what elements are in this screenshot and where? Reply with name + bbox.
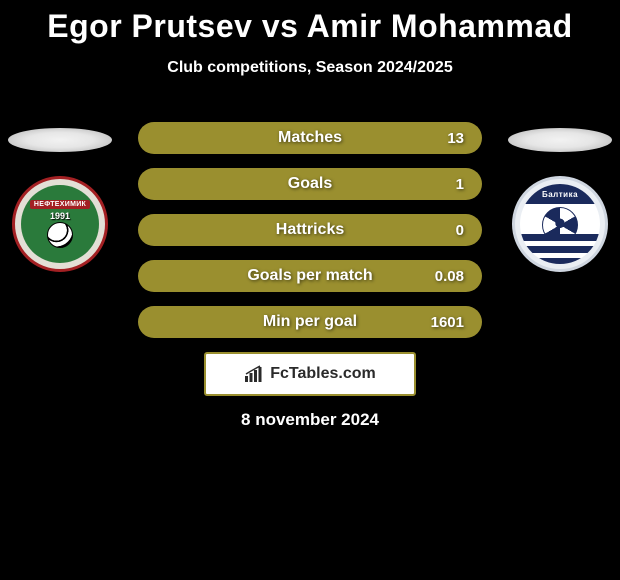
- brand-attribution[interactable]: FcTables.com: [204, 352, 416, 396]
- comparison-card: Egor Prutsev vs Amir Mohammad Club compe…: [0, 0, 620, 580]
- stat-row-min-per-goal: Min per goal 1601: [138, 306, 482, 338]
- left-club-banner: НЕФТЕХИМИК: [30, 200, 90, 209]
- bar-chart-icon: [244, 365, 264, 383]
- page-title: Egor Prutsev vs Amir Mohammad: [0, 0, 620, 45]
- stat-label: Hattricks: [276, 221, 344, 239]
- snapshot-date: 8 november 2024: [0, 410, 620, 430]
- left-player-block: НЕФТЕХИМИК 1991: [5, 128, 115, 272]
- right-club-badge: Балтика: [512, 176, 608, 272]
- waves-icon: [520, 234, 600, 264]
- stat-value: 1601: [431, 314, 464, 331]
- stat-value: 0.08: [435, 268, 464, 285]
- stat-value: 13: [447, 130, 464, 147]
- right-player-block: Балтика: [505, 128, 615, 272]
- stat-row-matches: Matches 13: [138, 122, 482, 154]
- brand-text: FcTables.com: [270, 365, 376, 383]
- left-club-badge-inner: НЕФТЕХИМИК 1991: [21, 185, 99, 263]
- stat-row-goals-per-match: Goals per match 0.08: [138, 260, 482, 292]
- right-club-badge-inner: Балтика: [520, 184, 600, 264]
- stat-value: 1: [456, 176, 464, 193]
- stats-table: Matches 13 Goals 1 Hattricks 0 Goals per…: [138, 122, 482, 352]
- competition-subtitle: Club competitions, Season 2024/2025: [0, 59, 620, 77]
- stat-label: Min per goal: [263, 313, 357, 331]
- stat-value: 0: [456, 222, 464, 239]
- stat-label: Matches: [278, 129, 342, 147]
- stat-row-goals: Goals 1: [138, 168, 482, 200]
- left-club-year: 1991: [50, 211, 70, 221]
- left-club-badge: НЕФТЕХИМИК 1991: [12, 176, 108, 272]
- soccer-ball-icon: [47, 222, 73, 248]
- stat-label: Goals: [288, 175, 332, 193]
- right-player-placeholder: [508, 128, 612, 152]
- stat-row-hattricks: Hattricks 0: [138, 214, 482, 246]
- stat-label: Goals per match: [247, 267, 372, 285]
- left-player-placeholder: [8, 128, 112, 152]
- right-club-banner: Балтика: [520, 184, 600, 204]
